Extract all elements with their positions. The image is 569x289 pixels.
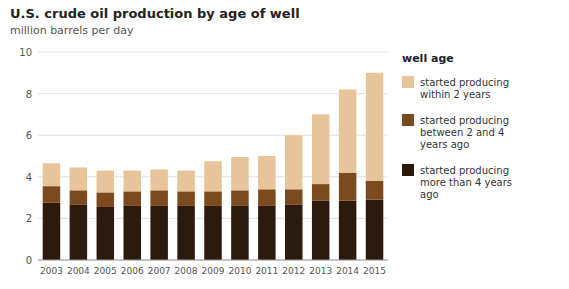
bar-segment — [312, 184, 330, 201]
x-tick-label: 2015 — [363, 266, 386, 276]
bar-segment — [123, 171, 141, 192]
bar-segment — [204, 161, 222, 191]
bar-segment — [312, 114, 330, 184]
subtitle: million barrels per day — [10, 24, 134, 37]
bar-segment — [231, 206, 249, 260]
bar-segment — [339, 173, 357, 201]
bar-segment — [258, 189, 276, 206]
x-tick-label: 2006 — [121, 266, 144, 276]
legend-swatch — [402, 76, 414, 88]
y-tick-label: 8 — [26, 89, 32, 100]
x-tick-label: 2008 — [175, 266, 198, 276]
chart: U.S. crude oil production by age of well… — [0, 0, 569, 289]
x-tick-label: 2009 — [202, 266, 225, 276]
bar-segment — [258, 156, 276, 189]
legend-label: started producingwithin 2 years — [420, 77, 509, 100]
bar-segment — [339, 89, 357, 172]
legend-swatch — [402, 164, 414, 176]
y-tick-label: 10 — [19, 47, 32, 58]
x-tick-label: 2003 — [40, 266, 63, 276]
legend-title: well age — [402, 52, 454, 65]
y-tick-label: 0 — [26, 255, 32, 266]
x-tick-label: 2011 — [255, 266, 278, 276]
bar-segment — [97, 171, 115, 193]
bar-segment — [285, 189, 303, 205]
bar-segment — [258, 206, 276, 260]
grid-line — [38, 52, 388, 53]
bar-segment — [285, 135, 303, 189]
bar-segment — [97, 192, 115, 207]
y-tick-label: 2 — [26, 213, 32, 224]
bar-segment — [366, 73, 384, 181]
grid — [38, 52, 388, 260]
bar-segment — [43, 163, 61, 186]
bar-segment — [97, 207, 115, 260]
bar-segment — [123, 191, 141, 206]
bar-segment — [366, 200, 384, 260]
title: U.S. crude oil production by age of well — [10, 6, 300, 21]
x-tick-label: 2014 — [336, 266, 359, 276]
legend: well age started producingwithin 2 years s… — [402, 52, 512, 200]
bar-segment — [150, 190, 168, 206]
x-axis-line — [38, 260, 388, 261]
x-tick-label: 2004 — [67, 266, 90, 276]
bar-segment — [231, 190, 249, 206]
legend-label: started producingbetween 2 and 4years ag… — [420, 115, 509, 150]
bar-segment — [177, 171, 195, 192]
y-tick-label: 4 — [26, 172, 32, 183]
bars — [43, 73, 384, 260]
grid-line — [38, 93, 388, 94]
x-tick-label: 2010 — [228, 266, 251, 276]
bar-segment — [204, 206, 222, 260]
bar-segment — [43, 203, 61, 260]
x-tick-label: 2013 — [309, 266, 332, 276]
bar-segment — [231, 157, 249, 190]
grid-line — [38, 135, 388, 136]
bar-segment — [150, 170, 168, 191]
bar-segment — [177, 191, 195, 206]
bar-segment — [312, 201, 330, 260]
bar-segment — [70, 167, 88, 190]
bar-segment — [204, 191, 222, 206]
bar-segment — [43, 186, 61, 203]
bar-segment — [366, 181, 384, 200]
bar-segment — [177, 206, 195, 260]
bar-segment — [70, 205, 88, 260]
bar-segment — [70, 190, 88, 205]
bar-segment — [285, 205, 303, 260]
x-tick-label: 2012 — [282, 266, 305, 276]
bar-segment — [150, 206, 168, 260]
legend-label: started producingmore than 4 yearsago — [420, 165, 512, 200]
bar-segment — [339, 201, 357, 260]
bar-segment — [123, 206, 141, 260]
grid-line — [38, 260, 388, 261]
x-tick-label: 2005 — [94, 266, 117, 276]
legend-swatch — [402, 114, 414, 126]
x-tick-label: 2007 — [148, 266, 171, 276]
y-tick-label: 6 — [26, 130, 32, 141]
